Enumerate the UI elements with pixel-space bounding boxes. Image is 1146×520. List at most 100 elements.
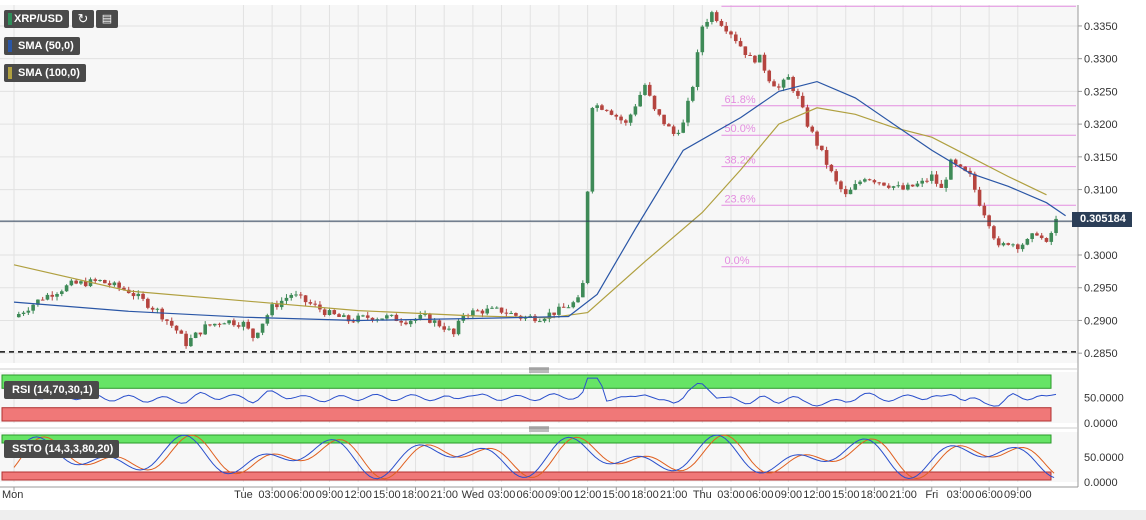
- x-tick-label: Thu: [693, 489, 712, 501]
- y-tick-label: 0.3300: [1084, 54, 1118, 66]
- candle-body: [791, 76, 795, 92]
- candle-body: [1016, 244, 1020, 250]
- candle-body: [843, 189, 848, 195]
- candle-body: [74, 280, 78, 284]
- sma50-tag[interactable]: SMA (50,0): [4, 37, 80, 55]
- candle-body: [504, 312, 509, 314]
- candle-body: [83, 281, 88, 287]
- candle-body: [93, 279, 98, 281]
- rsi-line: [13, 377, 1057, 407]
- candle-body: [337, 314, 341, 317]
- candle-body: [738, 41, 743, 47]
- candle-body: [299, 294, 303, 296]
- candle-body: [165, 319, 169, 321]
- candle-body: [332, 310, 337, 315]
- x-tick-label: 06:00: [975, 489, 1003, 501]
- candle-body: [69, 280, 74, 286]
- candle-body: [671, 126, 676, 134]
- candle-body: [695, 52, 700, 87]
- candle-body: [432, 320, 437, 323]
- candle-body: [45, 294, 50, 300]
- candle-body: [428, 313, 432, 323]
- candle-body: [729, 31, 733, 35]
- candle-body: [494, 307, 499, 309]
- x-tick-label: 03:00: [258, 489, 286, 501]
- symbol-tag[interactable]: XRP/USD: [4, 10, 69, 28]
- candle-body: [915, 183, 920, 187]
- candle-body: [456, 320, 461, 335]
- candle-body: [647, 84, 652, 96]
- candle-body: [208, 324, 212, 326]
- candle-body: [255, 332, 260, 338]
- fib-level-label: 61.8%: [724, 94, 755, 106]
- rsi-overbought-zone: [1, 374, 1052, 389]
- candle-body: [662, 114, 666, 125]
- candle-body: [236, 325, 241, 327]
- candle-body: [972, 173, 977, 190]
- x-tick-label: Mon: [2, 489, 23, 501]
- candle-body: [581, 283, 585, 298]
- rsi-tick-label: 0.0000: [1084, 418, 1118, 430]
- x-tick-label: 15:00: [373, 489, 401, 501]
- candle-body: [667, 124, 671, 127]
- candle-body: [346, 315, 351, 322]
- candle-body: [308, 302, 313, 304]
- candle-body: [212, 323, 217, 326]
- candle-body: [934, 174, 939, 184]
- candle-body: [490, 307, 494, 309]
- refresh-icon[interactable]: ↻: [72, 10, 94, 28]
- candle-body: [399, 320, 403, 323]
- candle-body: [107, 283, 112, 286]
- x-tick-label: Fri: [925, 489, 938, 501]
- candle-body: [538, 321, 542, 323]
- candle-body: [714, 12, 719, 21]
- candle-body: [690, 86, 695, 101]
- sma100-tag[interactable]: SMA (100,0): [4, 64, 86, 82]
- rsi-tick-label: 50.0000: [1084, 393, 1124, 405]
- x-tick-label: Tue: [234, 489, 253, 501]
- calendar-icon[interactable]: ▤: [96, 10, 118, 28]
- x-tick-label: 03:00: [717, 489, 745, 501]
- symbol-swatch: [8, 13, 12, 25]
- candle-body: [839, 181, 843, 190]
- candle-body: [815, 131, 819, 146]
- fib-level-label: 50.0%: [724, 123, 755, 135]
- candle-body: [982, 205, 987, 216]
- candle-body: [423, 313, 427, 315]
- y-tick-label: 0.2850: [1084, 348, 1118, 360]
- candle-body: [394, 314, 399, 321]
- y-tick-label: 0.3100: [1084, 185, 1118, 197]
- candle-body: [265, 315, 270, 324]
- candle-body: [380, 318, 384, 320]
- candle-body: [227, 320, 231, 324]
- candle-body: [958, 164, 963, 167]
- candle-body: [757, 54, 762, 63]
- candle-body: [733, 34, 738, 42]
- candle-body: [1006, 243, 1011, 245]
- candle-body: [939, 183, 944, 188]
- rsi-tag[interactable]: RSI (14,70,30,1): [4, 381, 99, 399]
- x-tick-label: 09:00: [316, 489, 344, 501]
- candle-body: [342, 315, 346, 317]
- candle-body: [595, 105, 599, 108]
- candle-body: [944, 179, 948, 188]
- ssto-tag[interactable]: SSTO (14,3,3,80,20): [4, 440, 120, 458]
- candle-body: [203, 324, 207, 335]
- y-tick-label: 0.3150: [1084, 152, 1118, 164]
- y-tick-label: 0.3250: [1084, 86, 1118, 98]
- candle-body: [920, 180, 924, 184]
- candle-body: [146, 298, 150, 308]
- candle-body: [638, 94, 642, 107]
- candle-body: [169, 320, 174, 326]
- candle-body: [767, 70, 772, 82]
- candle-body: [681, 122, 685, 133]
- candle-body: [1001, 243, 1006, 246]
- candle-body: [31, 304, 35, 311]
- candle-body: [418, 314, 423, 319]
- candle-body: [929, 174, 934, 181]
- candle-body: [710, 12, 714, 22]
- candle-body: [1030, 233, 1034, 239]
- candle-body: [786, 76, 791, 80]
- sma50-label: SMA (50,0): [18, 40, 74, 52]
